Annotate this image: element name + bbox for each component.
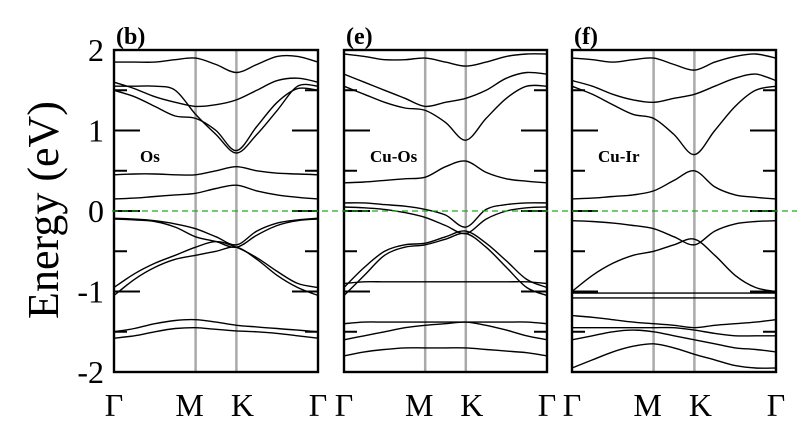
panel-letter: (b) [116,24,145,50]
band-b1 [113,326,319,339]
panel-2: (f) Cu-Ir Γ M K Γ [563,24,786,423]
kpoint-label-gamma-end: Γ [538,387,557,423]
y-axis-label: Energy (eV) [19,101,68,319]
bands [343,53,548,357]
bands [113,54,319,339]
band-b7 [343,206,548,235]
band-b10 [114,83,319,154]
band-b9 [343,160,548,184]
band-b9 [571,170,777,200]
band-b5 [343,232,548,297]
material-label: Cu-Os [370,147,418,166]
band-b3 [343,321,548,325]
band-b4 [571,314,777,329]
band-b11 [113,77,319,108]
material-label: Os [140,147,160,166]
kpoint-label-M: M [405,387,433,423]
ytick-label: -2 [77,354,104,390]
band-b10 [571,85,777,156]
band-b12 [571,53,777,71]
panel-letter: (f) [574,24,598,50]
panel-0: (b) Os Γ M K Γ [105,24,328,423]
band-b8 [571,220,777,246]
band-b3 [572,326,776,337]
band-b3 [113,246,319,297]
band-b11 [343,71,548,108]
kpoint-label-gamma: Γ [105,387,124,423]
band-b6 [343,230,548,289]
band-b1 [571,343,777,369]
band-b12 [114,54,319,74]
band-b4 [113,240,319,289]
band-b5 [113,218,319,249]
band-b2 [343,321,548,341]
kpoint-label-M: M [175,387,203,423]
band-b8 [113,165,319,176]
band-b10 [343,84,548,141]
ytick-label: 0 [88,193,104,229]
band-b4 [343,281,548,285]
material-label: Cu-Ir [598,147,640,166]
bands [571,53,777,369]
kpoint-label-M: M [633,387,661,423]
band-b1 [343,347,548,357]
ytick-label: 1 [88,113,104,149]
ytick-label: 2 [88,32,104,68]
kpoint-label-gamma: Γ [335,387,354,423]
kpoint-label-K: K [460,387,483,423]
band-b2 [571,329,777,353]
kpoint-label-gamma-end: Γ [767,387,786,423]
kpoint-label-gamma-end: Γ [309,387,328,423]
panel-1: (e) Cu-Os Γ M K Γ [335,24,557,423]
band-b7 [571,238,777,293]
band-b9 [113,87,319,152]
band-b6 [113,217,319,246]
kpoint-label-K: K [689,387,712,423]
band-b7 [113,184,319,200]
band-b8 [343,202,548,228]
band-b11 [571,73,777,104]
kpoint-label-K: K [231,387,254,423]
kpoint-label-gamma: Γ [563,387,582,423]
band-b12 [343,53,548,67]
panel-letter: (e) [346,24,373,50]
ytick-label: -1 [77,274,104,310]
band-b2 [113,318,319,333]
